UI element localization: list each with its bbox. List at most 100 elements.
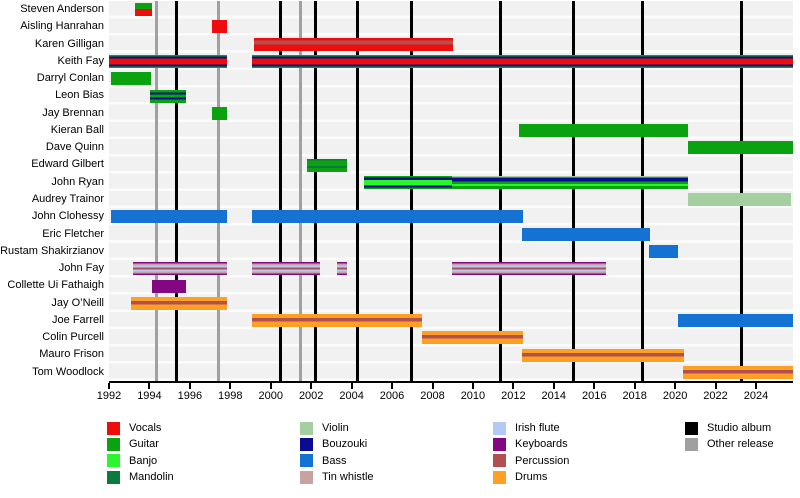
legend-item: Mandolin	[107, 469, 174, 485]
timeline-bar	[687, 141, 793, 155]
timeline-bar	[253, 37, 453, 51]
timeline-bar	[683, 365, 793, 379]
timeline-bar	[363, 175, 452, 189]
member-name: Darryl Conlan	[36, 72, 104, 85]
vocals-legend-swatch	[107, 421, 120, 435]
member-name: Leon Bias	[55, 89, 104, 102]
other-release-line	[217, 1, 221, 381]
banjo-legend-swatch	[107, 454, 120, 468]
timeline-bar	[211, 106, 228, 120]
member-name: Aisling Hanrahan	[20, 20, 104, 33]
legend-item: Guitar	[107, 436, 174, 452]
timeline-bar	[451, 262, 606, 276]
studio-album-line	[571, 1, 575, 381]
timeline-bar	[150, 89, 187, 103]
timeline-bar	[152, 279, 187, 293]
x-axis-tick	[188, 383, 191, 389]
legend-item: Percussion	[493, 453, 569, 469]
studio-album-line	[313, 1, 317, 381]
other-release-line	[155, 1, 159, 381]
legend-item: Violin	[300, 420, 374, 436]
legend-item: Drums	[493, 469, 569, 485]
legend-item: Irish flute	[493, 420, 569, 436]
x-axis-tick	[269, 383, 272, 389]
legend-label: Irish flute	[515, 422, 560, 435]
x-axis-tick	[633, 383, 636, 389]
timeline-bar	[111, 72, 152, 86]
x-axis-tick-label: 2006	[379, 390, 405, 402]
x-axis-tick-label: 2020	[662, 390, 688, 402]
legend-item: Vocals	[107, 420, 174, 436]
legend-item: Studio album	[685, 420, 774, 436]
timeline-bar	[135, 3, 153, 17]
legend-label: Bouzouki	[322, 438, 368, 451]
legend-label: Tin whistle	[322, 471, 374, 484]
percussion-legend-swatch	[493, 454, 506, 468]
member-name: Kieran Ball	[50, 123, 104, 136]
x-axis-tick	[229, 383, 232, 389]
studio-album-line	[641, 1, 645, 381]
x-axis-tick	[714, 383, 717, 389]
studio-album-line	[355, 1, 359, 381]
x-axis-tick	[310, 383, 313, 389]
x-axis-tick	[431, 383, 434, 389]
legend-label: Studio album	[707, 422, 772, 435]
tin_whistle-legend-swatch	[300, 470, 313, 484]
x-axis-tick-label: 2002	[298, 390, 324, 402]
studio-album-line	[739, 1, 743, 381]
x-axis-tick-label: 2016	[582, 390, 607, 402]
other_release-legend-swatch	[685, 437, 698, 451]
x-axis-tick-label: 2014	[541, 390, 567, 402]
x-axis-tick-label: 2010	[460, 390, 486, 402]
bouzouki-legend-swatch	[300, 437, 313, 451]
legend-label: Drums	[515, 471, 548, 484]
legend-label: Keyboards	[515, 438, 568, 451]
timeline-bar	[522, 227, 651, 241]
x-axis-tick-label: 2024	[743, 390, 769, 402]
member-name: Colin Purcell	[42, 331, 104, 344]
member-name: John Clohessy	[31, 210, 104, 223]
legend-item: Tin whistle	[300, 469, 374, 485]
member-name: Dave Quinn	[45, 141, 104, 154]
x-axis-tick-label: 2000	[258, 390, 283, 402]
timeline-bar	[251, 314, 422, 328]
irish_flute-legend-swatch	[493, 421, 506, 435]
x-axis-tick-label: 2008	[420, 390, 445, 402]
studio-album-line	[498, 1, 502, 381]
guitar-legend-swatch	[107, 437, 120, 451]
legend-label: Violin	[322, 422, 349, 435]
member-name: Steven Anderson	[20, 3, 104, 15]
legend-label: Vocals	[129, 422, 162, 435]
member-name: Mauro Frison	[39, 348, 104, 361]
x-axis-tick-label: 1998	[218, 390, 243, 402]
x-axis-tick-label: 2018	[622, 390, 647, 402]
timeline-bar	[677, 314, 793, 328]
legend-label: Bass	[322, 454, 347, 467]
member-name: John Fay	[58, 262, 104, 275]
studio-album-line	[409, 1, 413, 381]
legend-column: Irish flute Keyboards Percussion Drums	[493, 420, 569, 485]
studio_album-legend-swatch	[685, 421, 698, 435]
timeline-bar	[306, 158, 347, 172]
timeline-bar	[211, 20, 228, 34]
legend-label: Percussion	[515, 454, 570, 467]
member-name: Keith Fay	[57, 54, 104, 67]
other-release-line	[298, 1, 302, 381]
studio-album-line	[175, 1, 179, 381]
timeline-bar	[109, 54, 228, 68]
studio-album-line	[278, 1, 282, 381]
member-name: Rustam Shakirzianov	[0, 244, 104, 257]
legend-label: Banjo	[129, 454, 158, 467]
legend-column: Studio album Other release	[685, 420, 774, 453]
x-axis-tick	[755, 383, 757, 389]
x-axis-tick-label: 2004	[339, 390, 364, 402]
timeline-bar	[649, 244, 678, 258]
timeline-bar	[131, 296, 228, 310]
bass-legend-swatch	[300, 454, 313, 468]
member-name: Collette Ui Fathaigh	[7, 279, 104, 292]
legend-item: Other release	[685, 436, 774, 452]
x-axis-tick	[512, 383, 515, 389]
legend-item: Banjo	[107, 453, 174, 469]
drums-legend-swatch	[493, 470, 506, 484]
member-name: Joe Farrell	[52, 313, 104, 326]
